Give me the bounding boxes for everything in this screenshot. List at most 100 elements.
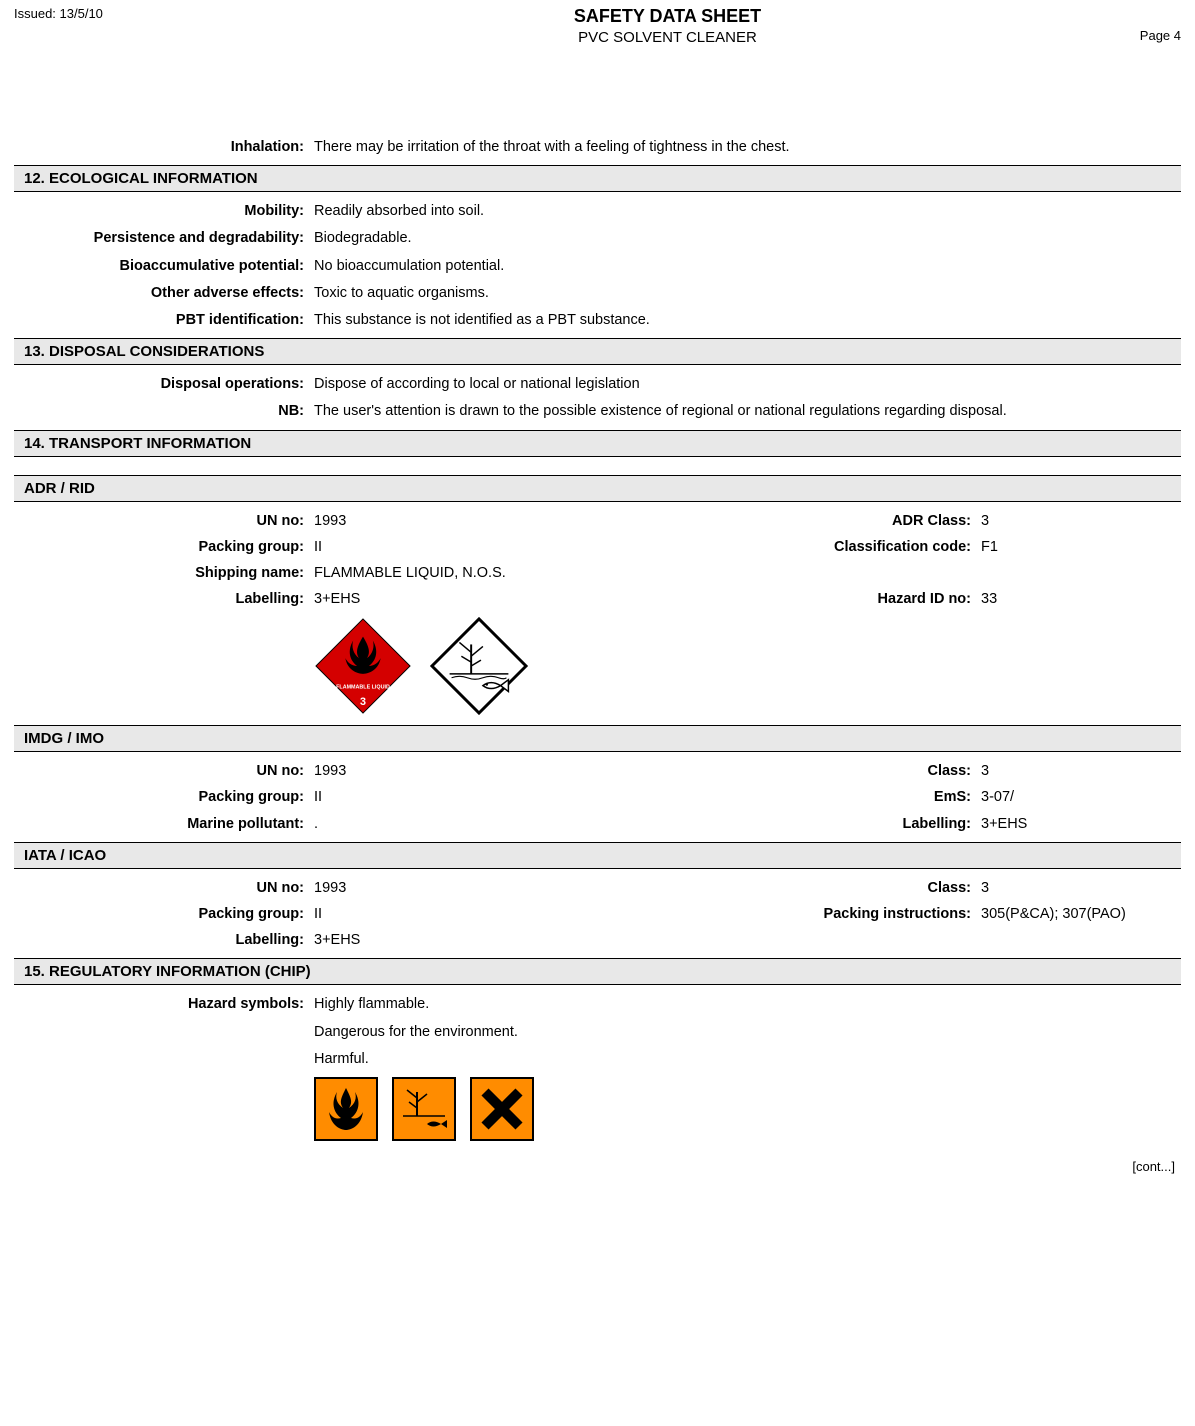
environment-square-icon [392, 1077, 456, 1141]
imdg-pg-row: Packing group: II EmS: 3-07/ [14, 786, 1181, 809]
imdg-pg-value: II [314, 786, 614, 809]
hazard-row-3: Harmful. [14, 1048, 1181, 1071]
adr-cc-label: Classification code: [614, 536, 981, 559]
imdg-header: IMDG / IMO [14, 725, 1181, 752]
other-adverse-row: Other adverse effects: Toxic to aquatic … [14, 282, 1181, 305]
iata-class-label: Class: [614, 877, 981, 900]
adr-rid-header: ADR / RID [14, 475, 1181, 502]
persistence-label: Persistence and degradability: [14, 227, 314, 250]
imdg-pg-label: Packing group: [14, 786, 314, 809]
adr-lab-value: 3+EHS [314, 588, 614, 611]
page-number: Page 4 [1081, 28, 1181, 43]
iata-class-value: 3 [981, 877, 1181, 900]
iata-lab-label: Labelling: [14, 929, 314, 952]
adr-un-value: 1993 [314, 510, 614, 533]
adr-haz-label: Hazard ID no: [614, 588, 981, 611]
iata-un-label: UN no: [14, 877, 314, 900]
nb-label: NB: [14, 400, 314, 423]
bioaccumulative-label: Bioaccumulative potential: [14, 255, 314, 278]
other-adverse-value: Toxic to aquatic organisms. [314, 282, 1181, 305]
adr-class-label: ADR Class: [614, 510, 981, 533]
environment-diamond-icon [430, 617, 528, 715]
adr-class-value: 3 [981, 510, 1181, 533]
pbt-value: This substance is not identified as a PB… [314, 309, 1181, 332]
iata-un-value: 1993 [314, 877, 614, 900]
imdg-mp-value: . [314, 813, 614, 836]
iata-lab-value: 3+EHS [314, 929, 614, 952]
adr-pictograms: FLAMMABLE LIQUID 3 [314, 617, 1181, 715]
svg-text:3: 3 [360, 696, 366, 708]
pbt-row: PBT identification: This substance is no… [14, 309, 1181, 332]
disposal-value: Dispose of according to local or nationa… [314, 373, 1181, 396]
imdg-class-label: Class: [614, 760, 981, 783]
doc-subtitle: PVC SOLVENT CLEANER [254, 29, 1081, 46]
mobility-label: Mobility: [14, 200, 314, 223]
adr-haz-value: 33 [981, 588, 1181, 611]
iata-pi-label: Packing instructions: [614, 903, 981, 926]
iata-pg-row: Packing group: II Packing instructions: … [14, 903, 1181, 926]
inhalation-value: There may be irritation of the throat wi… [314, 136, 1181, 159]
iata-lab-row: Labelling: 3+EHS [14, 929, 1181, 952]
adr-ship-value: FLAMMABLE LIQUID, N.O.S. [314, 562, 614, 585]
iata-un-row: UN no: 1993 Class: 3 [14, 877, 1181, 900]
hazard-row-2: Dangerous for the environment. [14, 1021, 1181, 1044]
inhalation-row: Inhalation: There may be irritation of t… [14, 136, 1181, 159]
inhalation-label: Inhalation: [14, 136, 314, 159]
iata-pi-value: 305(P&CA); 307(PAO) [981, 903, 1181, 926]
adr-ship-label: Shipping name: [14, 562, 314, 585]
section-15-header: 15. REGULATORY INFORMATION (CHIP) [14, 958, 1181, 985]
imdg-lab-value: 3+EHS [981, 813, 1181, 836]
mobility-value: Readily absorbed into soil. [314, 200, 1181, 223]
imdg-ems-label: EmS: [614, 786, 981, 809]
imdg-mp-label: Marine pollutant: [14, 813, 314, 836]
disposal-label: Disposal operations: [14, 373, 314, 396]
hazard-row-1: Hazard symbols: Highly flammable. [14, 993, 1181, 1016]
doc-title: SAFETY DATA SHEET [254, 6, 1081, 27]
bioaccumulative-row: Bioaccumulative potential: No bioaccumul… [14, 255, 1181, 278]
hazard-value-1: Highly flammable. [314, 993, 1181, 1016]
section-12-header: 12. ECOLOGICAL INFORMATION [14, 165, 1181, 192]
iata-pg-value: II [314, 903, 614, 926]
flammable-diamond-icon: FLAMMABLE LIQUID 3 [314, 617, 412, 715]
nb-value: The user's attention is drawn to the pos… [314, 400, 1181, 423]
harmful-square-icon [470, 1077, 534, 1141]
chip-pictograms [314, 1077, 1181, 1141]
other-adverse-label: Other adverse effects: [14, 282, 314, 305]
iata-pg-label: Packing group: [14, 903, 314, 926]
adr-lab-row: Labelling: 3+EHS Hazard ID no: 33 [14, 588, 1181, 611]
svg-text:FLAMMABLE LIQUID: FLAMMABLE LIQUID [336, 685, 390, 691]
hazard-symbols-label: Hazard symbols: [14, 993, 314, 1016]
section-14-header: 14. TRANSPORT INFORMATION [14, 430, 1181, 457]
adr-ship-row: Shipping name: FLAMMABLE LIQUID, N.O.S. [14, 562, 1181, 585]
continuation-marker: [cont...] [14, 1159, 1181, 1174]
section-13-header: 13. DISPOSAL CONSIDERATIONS [14, 338, 1181, 365]
imdg-un-label: UN no: [14, 760, 314, 783]
disposal-row: Disposal operations: Dispose of accordin… [14, 373, 1181, 396]
imdg-mp-row: Marine pollutant: . Labelling: 3+EHS [14, 813, 1181, 836]
nb-row: NB: The user's attention is drawn to the… [14, 400, 1181, 423]
hazard-value-3: Harmful. [314, 1048, 1181, 1071]
hazard-value-2: Dangerous for the environment. [314, 1021, 1181, 1044]
adr-pg-row: Packing group: II Classification code: F… [14, 536, 1181, 559]
adr-lab-label: Labelling: [14, 588, 314, 611]
adr-un-row: UN no: 1993 ADR Class: 3 [14, 510, 1181, 533]
persistence-row: Persistence and degradability: Biodegrad… [14, 227, 1181, 250]
imdg-un-row: UN no: 1993 Class: 3 [14, 760, 1181, 783]
iata-header: IATA / ICAO [14, 842, 1181, 869]
title-block: SAFETY DATA SHEET PVC SOLVENT CLEANER [254, 6, 1081, 46]
adr-pg-label: Packing group: [14, 536, 314, 559]
adr-cc-value: F1 [981, 536, 1181, 559]
persistence-value: Biodegradable. [314, 227, 1181, 250]
imdg-lab-label: Labelling: [614, 813, 981, 836]
imdg-class-value: 3 [981, 760, 1181, 783]
adr-un-label: UN no: [14, 510, 314, 533]
flammable-square-icon [314, 1077, 378, 1141]
pbt-label: PBT identification: [14, 309, 314, 332]
mobility-row: Mobility: Readily absorbed into soil. [14, 200, 1181, 223]
imdg-un-value: 1993 [314, 760, 614, 783]
adr-pg-value: II [314, 536, 614, 559]
page-header: Issued: 13/5/10 SAFETY DATA SHEET PVC SO… [14, 6, 1181, 46]
imdg-ems-value: 3-07/ [981, 786, 1181, 809]
bioaccumulative-value: No bioaccumulation potential. [314, 255, 1181, 278]
issued-date: Issued: 13/5/10 [14, 6, 254, 21]
